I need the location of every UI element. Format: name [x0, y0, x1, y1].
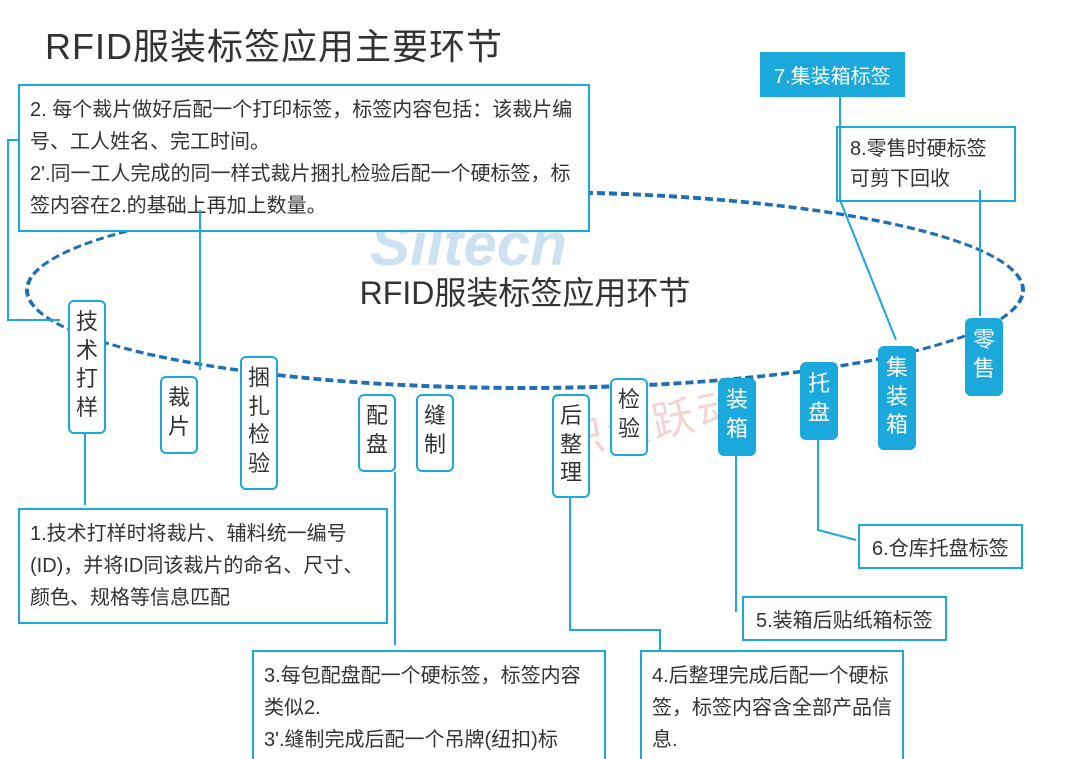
stage-8: 托盘	[800, 362, 838, 440]
tag-8: 8.零售时硬标签可剪下回收	[836, 126, 1016, 202]
note-4: 4.后整理完成后配一个硬标签，标签内容含全部产品信息.	[640, 650, 904, 759]
stage-4: 缝制	[416, 394, 454, 472]
note-3: 3.每包配盘配一个硬标签，标签内容类似2.3'.缝制完成后配一个吊牌(纽扣)标签…	[252, 650, 606, 759]
stage-7: 装箱	[718, 378, 756, 456]
stage-3: 配盘	[358, 394, 396, 472]
tag-7: 7.集装箱标签	[760, 52, 905, 97]
tag-6: 6.仓库托盘标签	[858, 524, 1023, 569]
note-1: 1.技术打样时将裁片、辅料统一编号(ID)，并将ID同该裁片的命名、尺寸、颜色、…	[18, 508, 388, 624]
ellipse-title: RFID服装标签应用环节	[225, 268, 825, 314]
stage-6: 检验	[610, 378, 648, 456]
tag-5: 5.装箱后贴纸箱标签	[742, 596, 947, 641]
stage-9: 集装箱	[878, 346, 916, 450]
page-title: RFID服装标签应用主要环节	[45, 18, 503, 70]
stage-2: 捆扎检验	[240, 356, 278, 490]
diagram-canvas: RFID服装标签应用主要环节 RFID服装标签应用环节 Siltech 识频跃动…	[0, 0, 1078, 759]
stage-1: 裁片	[160, 376, 198, 454]
stage-5: 后整理	[552, 394, 590, 498]
stage-0: 技术打样	[68, 300, 106, 434]
note-2: 2. 每个裁片做好后配一个打印标签，标签内容包括：该裁片编号、工人姓名、完工时间…	[18, 84, 590, 232]
stage-10: 零售	[965, 318, 1003, 396]
